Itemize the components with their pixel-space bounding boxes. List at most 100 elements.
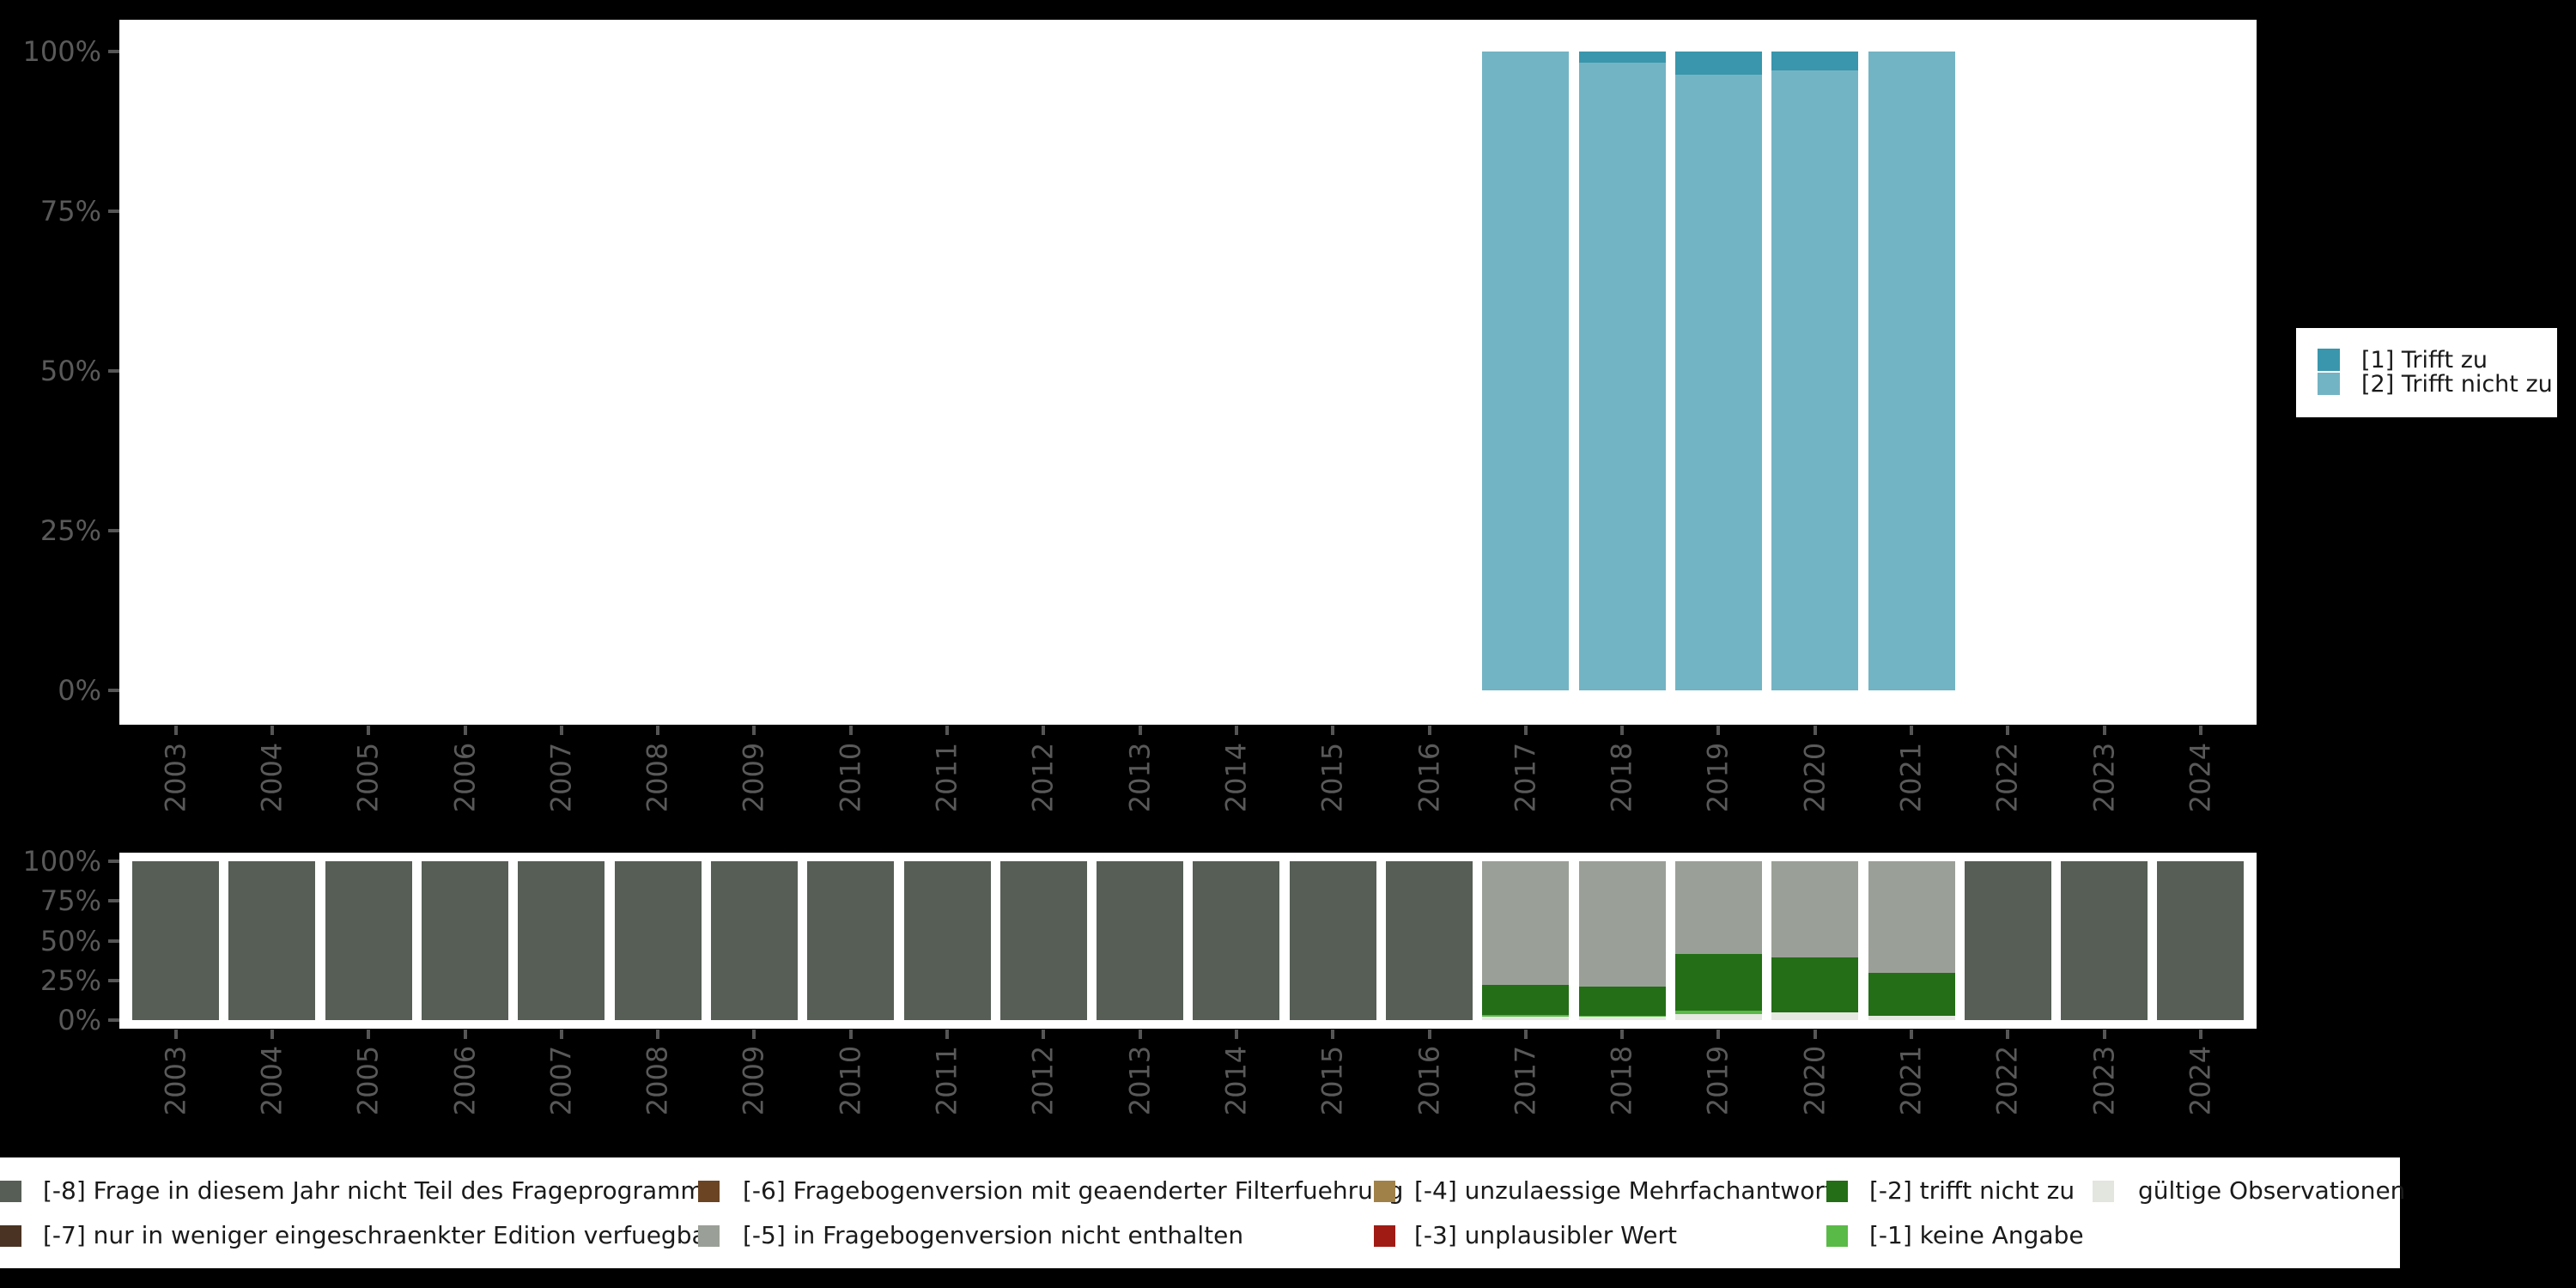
legend-swatch <box>2318 373 2340 395</box>
legend-swatch <box>0 1225 21 1247</box>
top-chart-plot-area <box>119 20 2257 725</box>
x-tick-mark <box>2198 1030 2202 1039</box>
y-tick-mark <box>108 529 119 532</box>
bar-segment <box>1868 1015 1955 1020</box>
bar-2020 <box>1771 52 1859 690</box>
x-tick-mark <box>1234 726 1238 735</box>
bar-2023 <box>2061 861 2148 1020</box>
x-tick-label-2020: 2020 <box>1798 742 1832 813</box>
x-tick-mark <box>1620 726 1625 735</box>
legend-entry: [2] Trifft nicht zu <box>2318 370 2553 398</box>
x-tick-label-2004: 2004 <box>255 1045 289 1116</box>
y-tick-label: 100% <box>22 845 101 878</box>
x-tick-mark <box>1234 1030 1238 1039</box>
legend-entry-label: [-5] in Fragebogenversion nicht enthalte… <box>743 1221 1244 1249</box>
bar-segment <box>1674 1011 1762 1014</box>
bar-segment <box>1868 861 1955 974</box>
x-tick-mark <box>270 1030 274 1039</box>
x-tick-mark <box>173 726 178 735</box>
x-tick-label-2023: 2023 <box>2087 742 2121 813</box>
x-tick-label-2021: 2021 <box>1894 742 1928 813</box>
x-tick-mark <box>463 726 467 735</box>
bar-segment <box>614 861 702 1020</box>
legend-swatch <box>1826 1181 1848 1202</box>
x-tick-label-2022: 2022 <box>1990 742 2024 813</box>
legend-swatch <box>2093 1181 2114 1202</box>
legend-swatch <box>698 1225 720 1247</box>
bar-segment <box>1482 1014 1570 1018</box>
x-tick-label-2024: 2024 <box>2184 1045 2217 1116</box>
x-tick-label-2017: 2017 <box>1509 1045 1542 1116</box>
legend-swatch <box>1374 1181 1395 1202</box>
bar-2017 <box>1482 861 1570 1020</box>
bar-segment <box>1868 973 1955 1016</box>
x-tick-label-2016: 2016 <box>1413 742 1445 813</box>
bar-2004 <box>228 861 316 1020</box>
bar-segment <box>132 861 220 1020</box>
x-tick-mark <box>848 1030 853 1039</box>
bar-segment <box>1674 954 1762 1012</box>
y-tick-mark <box>108 939 119 943</box>
y-tick-label: 25% <box>39 514 101 547</box>
x-tick-mark <box>1427 726 1431 735</box>
y-tick-mark <box>108 978 119 982</box>
x-tick-label-2009: 2009 <box>737 1045 770 1116</box>
x-tick-mark <box>656 1030 660 1039</box>
bar-segment <box>1482 861 1570 985</box>
legend-entry-label: [2] Trifft nicht zu <box>2361 370 2553 398</box>
bar-2007 <box>518 861 605 1020</box>
x-tick-label-2014: 2014 <box>1219 1045 1253 1116</box>
x-tick-label-2015: 2015 <box>1315 1045 1349 1116</box>
x-tick-label-2007: 2007 <box>544 742 578 813</box>
top-chart-legend: [1] Trifft zu [2] Trifft nicht zu <box>2296 328 2557 417</box>
x-tick-mark <box>1620 1030 1625 1039</box>
x-tick-mark <box>2006 726 2010 735</box>
x-tick-label-2014: 2014 <box>1219 742 1253 813</box>
y-tick-mark <box>108 210 119 213</box>
x-tick-mark <box>1813 726 1817 735</box>
bar-segment <box>1578 986 1666 1016</box>
x-tick-mark <box>1138 726 1142 735</box>
x-tick-mark <box>1427 1030 1431 1039</box>
x-tick-mark <box>2198 726 2202 735</box>
legend-entry-label: [-8] Frage in diesem Jahr nicht Teil des… <box>43 1176 717 1205</box>
x-tick-label-2012: 2012 <box>1026 742 1060 813</box>
bar-segment <box>1578 52 1666 63</box>
y-tick-label: 75% <box>39 884 101 918</box>
legend-entry: [1] Trifft zu <box>2318 346 2488 374</box>
x-tick-mark <box>270 726 274 735</box>
x-tick-mark <box>1910 1030 1913 1039</box>
bar-2019 <box>1674 861 1762 1020</box>
x-tick-label-2020: 2020 <box>1798 1045 1832 1116</box>
bar-segment <box>1289 861 1376 1020</box>
x-tick-label-2005: 2005 <box>351 1045 385 1116</box>
x-tick-mark <box>1331 1030 1335 1039</box>
bottom-chart-plot-area <box>119 853 2257 1029</box>
x-tick-mark <box>1716 1030 1721 1039</box>
x-tick-label-2024: 2024 <box>2184 742 2217 813</box>
y-tick-mark <box>108 860 119 863</box>
bottom-chart-legend: [-8] Frage in diesem Jahr nicht Teil des… <box>0 1157 2405 1268</box>
bar-segment <box>1771 52 1859 71</box>
x-tick-mark <box>2006 1030 2010 1039</box>
bar-segment <box>518 861 605 1020</box>
y-tick-label: 75% <box>39 195 101 228</box>
x-tick-mark <box>1138 1030 1142 1039</box>
x-tick-label-2003: 2003 <box>159 742 192 813</box>
legend-entry-label: [-1] keine Angabe <box>1869 1221 2084 1249</box>
bar-segment <box>1964 861 2051 1020</box>
x-tick-label-2012: 2012 <box>1026 1045 1060 1116</box>
x-tick-label-2010: 2010 <box>834 742 867 813</box>
legend-entry-label: [1] Trifft zu <box>2361 346 2488 374</box>
x-tick-mark <box>1331 726 1335 735</box>
bar-segment <box>1578 1015 1666 1017</box>
x-tick-label-2021: 2021 <box>1894 1045 1928 1116</box>
x-tick-label-2011: 2011 <box>930 1045 963 1116</box>
x-tick-label-2004: 2004 <box>255 742 289 813</box>
x-tick-label-2017: 2017 <box>1509 742 1542 813</box>
legend-entry-label: [-3] unplausibler Wert <box>1414 1221 1677 1249</box>
x-tick-label-2023: 2023 <box>2087 1045 2121 1116</box>
x-tick-label-2010: 2010 <box>834 1045 867 1116</box>
bar-segment <box>1771 1012 1859 1020</box>
